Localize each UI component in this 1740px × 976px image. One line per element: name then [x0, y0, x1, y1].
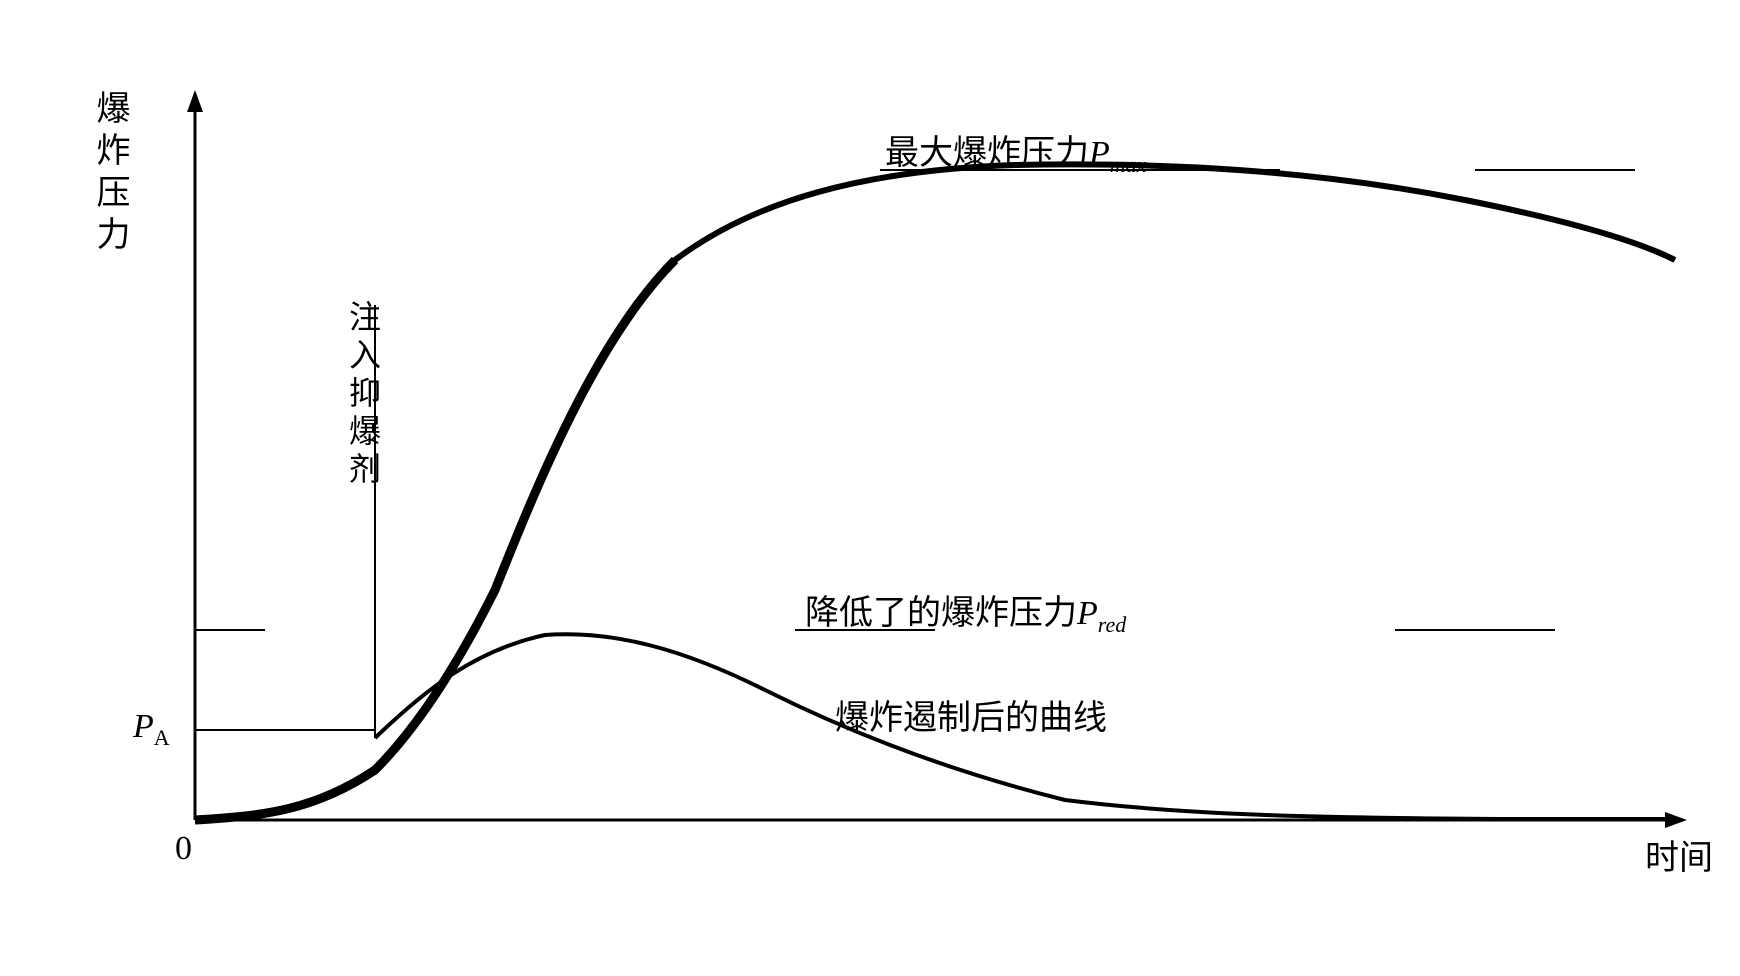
origin-label: 0: [175, 830, 192, 868]
suppressed-curve-label: 爆炸遏制后的曲线: [835, 690, 1107, 739]
main-explosion-curve-rise: [195, 260, 675, 820]
pmax-var: P: [1089, 135, 1110, 172]
pa-sub: A: [154, 725, 170, 750]
pred-sub: red: [1098, 612, 1127, 637]
chart-container: 爆炸压力 时间 0 PA 注入抑爆剂 最大爆炸压力Pmax 降低了的爆炸压力Pr…: [115, 90, 1715, 880]
pred-prefix: 降低了的爆炸压力: [805, 595, 1077, 632]
y-axis-label: 爆炸压力: [85, 90, 134, 258]
pa-label: PA: [133, 708, 170, 751]
pmax-prefix: 最大爆炸压力: [885, 135, 1089, 172]
y-axis-arrow: [187, 90, 203, 112]
pred-var: P: [1077, 595, 1098, 632]
pa-var: P: [133, 708, 154, 745]
pred-label: 降低了的爆炸压力Pred: [805, 585, 1126, 638]
injection-label: 注入抑爆剂: [340, 300, 386, 490]
pmax-label: 最大爆炸压力Pmax: [885, 125, 1146, 178]
pmax-sub: max: [1110, 152, 1147, 177]
x-axis-label: 时间: [1645, 830, 1713, 879]
